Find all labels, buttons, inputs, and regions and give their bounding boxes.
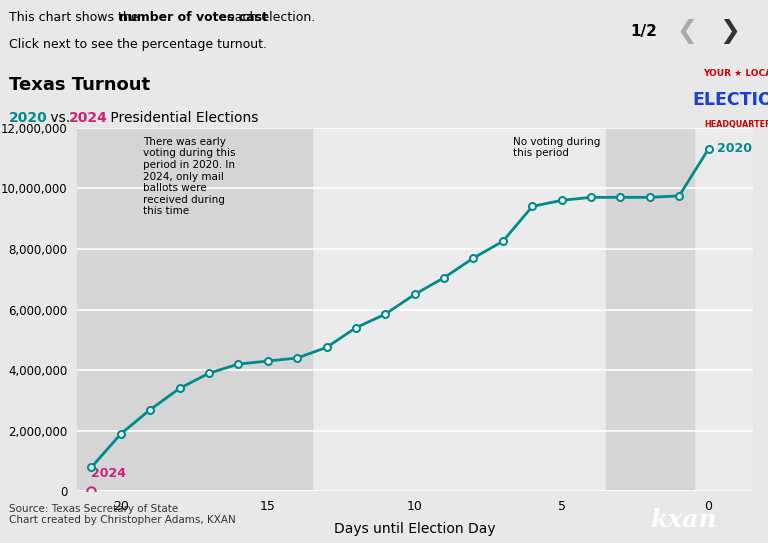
Text: 2020: 2020 (9, 111, 48, 125)
Text: This chart shows the: This chart shows the (9, 11, 143, 24)
Text: number of votes cast: number of votes cast (119, 11, 268, 24)
Text: Presidential Elections: Presidential Elections (106, 111, 258, 125)
Text: each election.: each election. (223, 11, 316, 24)
Text: 2024: 2024 (69, 111, 108, 125)
Text: 2020: 2020 (717, 142, 752, 155)
Bar (77, 128, 312, 491)
Text: Source: Texas Secretary of State
Chart created by Christopher Adams, KXAN: Source: Texas Secretary of State Chart c… (9, 504, 236, 526)
Text: ELECTION: ELECTION (693, 91, 768, 109)
Text: 1/2: 1/2 (631, 24, 657, 39)
Text: There was early
voting during this
period in 2020. In
2024, only mail
ballots we: There was early voting during this perio… (143, 137, 236, 216)
Bar (606, 128, 694, 491)
Text: Click next to see the percentage turnout.: Click next to see the percentage turnout… (9, 39, 267, 52)
Text: ❮: ❮ (677, 18, 698, 44)
Text: No voting during
this period: No voting during this period (513, 137, 600, 159)
Text: ❯: ❯ (719, 18, 740, 44)
Text: kxan: kxan (650, 508, 717, 532)
X-axis label: Days until Election Day: Days until Election Day (334, 522, 495, 536)
Text: HEADQUARTERS: HEADQUARTERS (703, 120, 768, 129)
Text: vs.: vs. (46, 111, 74, 125)
Text: 2024: 2024 (91, 468, 127, 481)
Text: YOUR ★ LOCAL: YOUR ★ LOCAL (703, 68, 768, 78)
Text: Texas Turnout: Texas Turnout (9, 76, 151, 94)
